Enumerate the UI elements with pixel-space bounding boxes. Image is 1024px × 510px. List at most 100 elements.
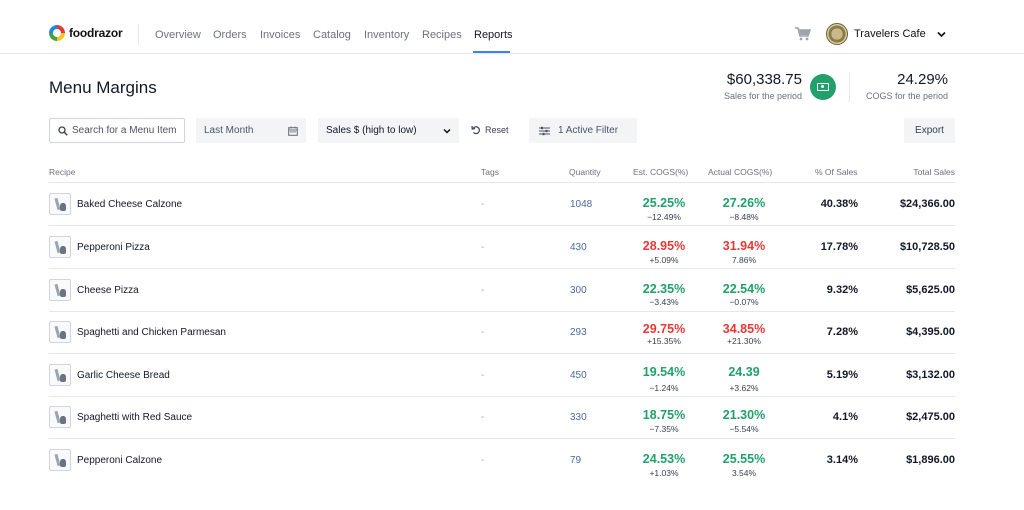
recipe-thumbnail [49,279,71,301]
recipe-thumbnail [49,236,71,258]
est-cogs-value: 24.53% [642,452,686,466]
cash-icon [810,74,836,100]
nav-inventory[interactable]: Inventory [364,29,410,41]
total-sales: $3,132.00 [906,369,955,381]
calendar-icon [288,126,298,136]
actual-cogs-delta: 7.86% [731,255,757,265]
col-est-cogs[interactable]: Est. COGS(%) [633,167,689,177]
est-cogs-delta: −1.24% [649,383,679,393]
cart-icon[interactable] [795,27,811,41]
nav-reports[interactable]: Reports [474,29,513,41]
active-filter-label: 1 Active Filter [558,125,619,136]
recipe-quantity: 430 [570,242,587,253]
recipe-tags: - [481,199,485,210]
kpi-divider [849,72,850,102]
col-tags[interactable]: Tags [481,167,499,177]
page-title: Menu Margins [49,78,157,97]
filter-sliders-icon [539,126,550,135]
cogs-kpi-label: COGS for the period [865,91,948,101]
recipe-thumbnail [49,321,71,343]
total-sales: $24,366.00 [899,198,955,210]
table-row[interactable]: Garlic Cheese Bread - 450 19.54% −1.24% … [49,354,955,397]
pct-of-sales: 9.32% [826,284,858,296]
cogs-kpi-value: 24.29% [897,71,948,88]
actual-cogs-delta: +3.62% [729,383,759,393]
table-row[interactable]: Cheese Pizza - 300 22.35% −3.43% 22.54% … [49,269,955,312]
actual-cogs-value: 34.85% [722,322,766,336]
recipe-name[interactable]: Baked Cheese Calzone [77,199,183,210]
actual-cogs-delta: +21.30% [727,336,761,346]
search-box[interactable] [49,118,185,143]
date-range-value: Last Month [204,125,254,136]
nav-overview[interactable]: Overview [155,29,201,41]
col-recipe[interactable]: Recipe [49,167,76,177]
col-pct-sales[interactable]: % Of Sales [815,167,858,177]
est-cogs-delta: −7.35% [649,424,679,434]
search-input[interactable] [72,125,182,136]
export-button[interactable]: Export [904,118,955,143]
reset-label: Reset [485,125,509,135]
actual-cogs-value: 21.30% [722,408,766,422]
recipe-thumbnail [49,193,71,215]
recipe-thumbnail [49,406,71,428]
recipe-name[interactable]: Pepperoni Calzone [77,455,163,466]
date-range-picker[interactable]: Last Month [196,118,306,143]
est-cogs-value: 18.75% [642,408,686,422]
total-sales: $2,475.00 [906,411,955,423]
est-cogs-delta: −12.49% [647,212,681,222]
recipe-quantity: 1048 [570,199,593,210]
recipe-name[interactable]: Spaghetti with Red Sauce [77,412,193,423]
recipe-name[interactable]: Pepperoni Pizza [77,242,150,253]
pct-of-sales: 4.1% [832,411,858,423]
recipe-tags: - [481,242,485,253]
sales-kpi-label: Sales for the period [723,91,802,101]
nav-invoices[interactable]: Invoices [260,29,301,41]
chevron-down-icon[interactable] [937,30,946,39]
recipe-tags: - [481,455,485,466]
actual-cogs-value: 25.55% [722,452,766,466]
actual-cogs-value: 31.94% [722,239,766,253]
reset-button[interactable]: Reset [471,125,509,135]
filter-button[interactable]: 1 Active Filter [529,118,637,143]
est-cogs-value: 25.25% [642,196,686,210]
nav-catalog[interactable]: Catalog [313,29,351,41]
actual-cogs-delta: 3.54% [731,468,757,478]
total-sales: $1,896.00 [906,454,955,466]
est-cogs-delta: +1.03% [649,468,679,478]
recipe-tags: - [481,370,485,381]
sort-select[interactable]: Sales $ (high to low) [318,118,459,143]
chevron-down-icon [443,128,451,134]
account-name[interactable]: Travelers Cafe [854,28,926,40]
top-navbar: foodrazor Overview Orders Invoices Catal… [0,0,1024,54]
est-cogs-delta: −3.43% [649,297,679,307]
search-icon [58,125,68,136]
nav-divider [138,24,139,46]
brand-name: foodrazor [69,26,123,40]
table-row[interactable]: Pepperoni Pizza - 430 28.95% +5.09% 31.9… [49,226,955,269]
pct-of-sales: 5.19% [826,369,858,381]
reset-icon [471,125,480,135]
nav-recipes[interactable]: Recipes [422,29,462,41]
brand-logo[interactable]: foodrazor [49,25,123,41]
recipe-name[interactable]: Garlic Cheese Bread [77,370,170,381]
recipe-tags: - [481,412,485,423]
table-row[interactable]: Spaghetti with Red Sauce - 330 18.75% −7… [49,396,955,439]
table-row[interactable]: Spaghetti and Chicken Parmesan - 293 29.… [49,311,955,354]
nav-orders[interactable]: Orders [213,29,247,41]
pct-of-sales: 3.14% [826,454,858,466]
account-avatar[interactable] [826,23,848,45]
table-row[interactable]: Baked Cheese Calzone - 1048 25.25% −12.4… [49,183,955,226]
est-cogs-value: 19.54% [642,365,686,379]
col-quantity[interactable]: Quantity [569,167,601,177]
total-sales: $10,728.50 [899,241,955,253]
recipe-tags: - [481,327,485,338]
col-actual-cogs[interactable]: Actual COGS(%) [708,167,773,177]
col-total-sales[interactable]: Total Sales [913,167,955,177]
recipe-name[interactable]: Cheese Pizza [77,285,139,296]
recipe-thumbnail [49,364,71,386]
sales-kpi-value: $60,338.75 [726,71,802,88]
table-row[interactable]: Pepperoni Calzone - 79 24.53% +1.03% 25.… [49,439,955,482]
recipe-thumbnail [49,449,71,471]
recipe-quantity: 79 [570,455,582,466]
recipe-name[interactable]: Spaghetti and Chicken Parmesan [77,327,226,338]
